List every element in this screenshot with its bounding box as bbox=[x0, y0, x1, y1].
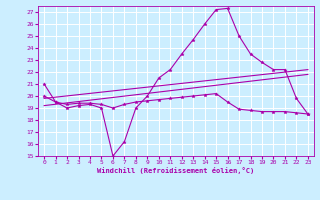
X-axis label: Windchill (Refroidissement éolien,°C): Windchill (Refroidissement éolien,°C) bbox=[97, 167, 255, 174]
